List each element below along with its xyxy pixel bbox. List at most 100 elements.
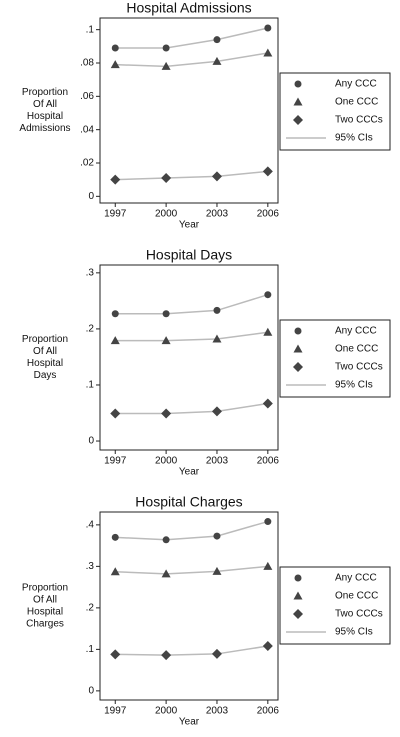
x-tick-label: 2003 — [206, 456, 229, 467]
legend-marker — [293, 609, 303, 619]
series-line — [115, 565, 268, 575]
data-point — [262, 398, 273, 409]
plot-frame — [99, 264, 279, 451]
data-point — [264, 24, 272, 32]
y-tick-label: .02 — [80, 158, 94, 169]
x-axis-label: Year — [179, 467, 200, 478]
legend-label: One CCC — [335, 97, 378, 108]
chart-title: Hospital Charges — [135, 494, 242, 510]
data-point — [162, 44, 170, 52]
y-axis-label: Hospital — [27, 358, 63, 369]
plot-frame — [99, 511, 279, 701]
data-point — [211, 406, 222, 417]
y-axis-label: Hospital — [27, 607, 63, 618]
data-point — [162, 536, 170, 544]
legend-marker — [294, 574, 302, 582]
y-tick-label: .3 — [86, 561, 95, 572]
data-point — [213, 306, 221, 314]
legend-label: 95% CIs — [335, 133, 373, 144]
y-axis-label: Of All — [33, 99, 57, 110]
data-point — [161, 336, 171, 345]
series-line — [115, 520, 269, 541]
chart-title: Hospital Admissions — [126, 0, 251, 16]
data-point — [161, 650, 172, 661]
series-line — [115, 402, 268, 415]
x-tick-label: 2003 — [206, 706, 229, 717]
data-point — [111, 310, 119, 318]
data-point — [161, 61, 171, 70]
y-axis-label: Proportion — [22, 583, 68, 594]
y-tick-label: .1 — [86, 644, 95, 655]
data-point — [161, 569, 171, 578]
legend-marker — [293, 344, 303, 353]
data-point — [212, 56, 222, 65]
data-point — [110, 336, 120, 345]
x-tick-label: 1997 — [104, 456, 127, 467]
data-point — [111, 44, 119, 52]
y-axis-label: Proportion — [22, 334, 68, 345]
y-axis-label: Days — [34, 370, 57, 381]
data-point — [111, 533, 119, 541]
x-tick-label: 2006 — [257, 209, 280, 220]
data-point — [262, 166, 273, 177]
x-tick-label: 2000 — [155, 209, 178, 220]
data-point — [161, 173, 172, 183]
series-line — [115, 293, 269, 315]
series-line — [115, 331, 268, 342]
y-tick-label: .2 — [86, 603, 95, 614]
y-tick-label: .1 — [86, 24, 95, 35]
y-axis-label: Of All — [33, 346, 57, 357]
x-tick-label: 2003 — [206, 209, 229, 220]
plot-frame — [99, 17, 279, 204]
legend-label: One CCC — [335, 344, 378, 355]
data-point — [161, 408, 172, 419]
y-tick-label: 0 — [88, 686, 94, 697]
legend-label: Two CCCs — [335, 362, 383, 373]
y-axis-label: Hospital — [27, 111, 63, 122]
y-tick-label: 0 — [88, 436, 94, 447]
x-axis-label: Year — [179, 717, 200, 728]
legend-label: Any CCC — [335, 573, 377, 584]
x-tick-label: 2006 — [257, 706, 280, 717]
legend-marker — [293, 591, 303, 600]
y-tick-label: .1 — [86, 380, 95, 391]
series-line — [115, 170, 268, 181]
data-point — [211, 171, 222, 182]
y-axis-label: Admissions — [19, 123, 70, 134]
x-tick-label: 1997 — [104, 706, 127, 717]
data-point — [213, 532, 221, 540]
legend-label: Two CCCs — [335, 115, 383, 126]
series-line — [115, 645, 268, 656]
x-axis-label: Year — [179, 220, 200, 231]
y-tick-label: .3 — [86, 267, 95, 278]
x-tick-label: 2000 — [155, 456, 178, 467]
data-point — [110, 174, 121, 185]
legend-label: Any CCC — [335, 326, 377, 337]
series-line — [115, 52, 268, 68]
x-tick-label: 1997 — [104, 209, 127, 220]
data-point — [110, 567, 120, 576]
data-point — [212, 566, 222, 575]
data-point — [211, 648, 222, 659]
y-tick-label: .2 — [86, 324, 95, 335]
series-line — [115, 27, 268, 49]
y-tick-label: .08 — [80, 58, 94, 69]
data-point — [110, 60, 120, 69]
legend-label: Two CCCs — [335, 609, 383, 620]
data-point — [212, 334, 222, 343]
data-point — [264, 291, 272, 299]
data-point — [262, 641, 273, 652]
data-point — [213, 36, 221, 44]
x-tick-label: 2006 — [257, 456, 280, 467]
legend-marker — [293, 97, 303, 106]
legend-label: One CCC — [335, 591, 378, 602]
data-point — [110, 408, 121, 419]
legend-marker — [293, 362, 303, 372]
data-point — [162, 310, 170, 318]
y-axis-label: Proportion — [22, 87, 68, 98]
legend-label: 95% CIs — [335, 627, 373, 638]
data-point — [264, 518, 272, 526]
legend-marker — [294, 327, 302, 335]
legend-label: 95% CIs — [335, 380, 373, 391]
